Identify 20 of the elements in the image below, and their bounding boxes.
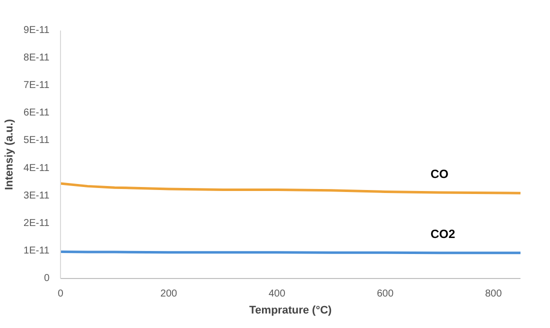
x-axis-title: Temprature (°C) — [249, 304, 332, 316]
y-tick-label: 1E-11 — [24, 245, 50, 256]
y-tick-label: 8E-11 — [24, 52, 50, 64]
y-tick-label: 2E-11 — [24, 218, 50, 229]
y-tick-label: 7E-11 — [24, 80, 50, 92]
y-tick-label: 6E-11 — [24, 108, 50, 119]
y-tick-label: 3E-11 — [24, 190, 50, 202]
y-tick-label: 0 — [44, 273, 50, 284]
y-axis-title: Intensiy (a.u.) — [4, 118, 16, 190]
y-tick-label: 9E-11 — [24, 25, 50, 36]
series-label: CO2 — [430, 226, 456, 241]
x-tick-label: 200 — [160, 288, 178, 300]
series-label: CO — [430, 167, 448, 182]
y-tick-label: 5E-11 — [24, 135, 50, 146]
y-tick-label: 4E-11 — [24, 162, 50, 174]
x-tick-label: 800 — [485, 288, 502, 300]
line-series — [60, 182, 520, 194]
x-tick-label: 0 — [58, 288, 64, 300]
x-tick-label: 600 — [376, 288, 394, 300]
x-tick-label: 400 — [268, 288, 286, 300]
